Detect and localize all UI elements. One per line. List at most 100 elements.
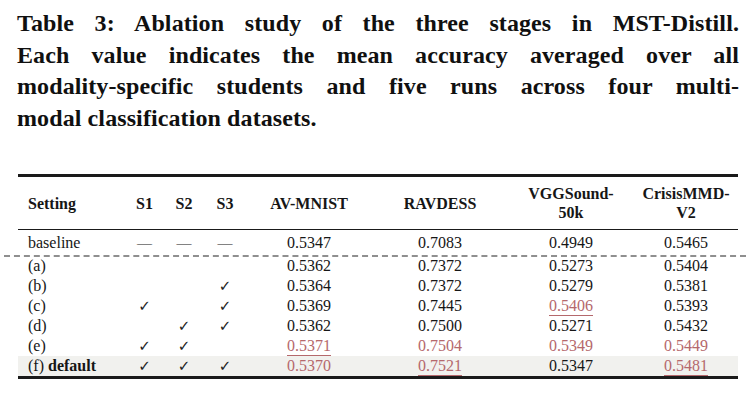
metric-value: 0.5347 xyxy=(549,357,593,375)
check-mark: ✓ xyxy=(125,356,164,378)
col-header-vggsound-50k: VGGSound-50k xyxy=(508,176,634,230)
col-header-s2: S2 xyxy=(164,176,204,230)
table-body: baseline———0.53470.70830.49490.5465(a)0.… xyxy=(18,230,738,378)
row-setting-label: (e) xyxy=(18,336,125,356)
col-header-label: VGGSound- xyxy=(508,184,634,203)
value-cell: 0.5364 xyxy=(246,276,372,296)
empty-mark xyxy=(164,276,204,296)
check-mark: ✓ xyxy=(164,356,204,378)
empty-mark xyxy=(125,276,164,296)
value-cell: 0.7445 xyxy=(372,296,508,316)
value-cell: 0.5369 xyxy=(246,296,372,316)
empty-mark xyxy=(204,256,246,276)
metric-value: 0.5271 xyxy=(549,317,593,335)
col-header-label: S3 xyxy=(204,194,246,213)
metric-value: 0.7445 xyxy=(418,297,462,315)
metric-value: 0.5362 xyxy=(287,257,331,275)
metric-value: 0.5406 xyxy=(549,297,593,316)
check-mark: ✓ xyxy=(204,316,246,336)
check-mark: ✓ xyxy=(204,276,246,296)
caption-line: modal classification datasets. xyxy=(17,103,739,135)
metric-value: 0.5364 xyxy=(287,277,331,295)
check-mark: ✓ xyxy=(164,316,204,336)
metric-value: 0.7521 xyxy=(418,357,462,376)
check-mark: ✓ xyxy=(164,336,204,356)
col-header-crisismmd-v2: CrisisMMD-V2 xyxy=(634,176,738,230)
metric-value: 0.7500 xyxy=(418,317,462,335)
table-row: (f) default✓✓✓0.53700.75210.53470.5481 xyxy=(18,356,738,378)
row-setting-label: (c) xyxy=(18,296,125,316)
metric-value: 0.5404 xyxy=(664,257,708,275)
table-row: (a) 0.5362 0.7372 0.5273 0.5404 xyxy=(18,256,738,276)
col-header-s3: S3 xyxy=(204,176,246,230)
table-row: baseline———0.53470.70830.49490.5465 xyxy=(18,230,738,257)
col-header-label2: V2 xyxy=(634,203,738,222)
caption-line: Each value indicates the mean accuracy a… xyxy=(17,40,739,72)
col-header-setting: Setting xyxy=(18,176,125,230)
value-cell: 0.7500 xyxy=(372,316,508,336)
value-cell: 0.5393 xyxy=(634,296,738,316)
value-cell: 0.7372 xyxy=(372,276,508,296)
value-cell: 0.5481 xyxy=(634,356,738,378)
paper-page: Table 3: Ablation study of the three sta… xyxy=(0,0,756,400)
col-header-label: RAVDESS xyxy=(372,194,508,213)
metric-value: 0.7372 xyxy=(418,257,462,275)
metric-value: 0.5393 xyxy=(664,297,708,315)
value-cell: 0.5404 xyxy=(634,256,738,276)
value-cell: 0.5362 xyxy=(246,256,372,276)
metric-value: 0.5432 xyxy=(664,317,708,335)
col-header-label: S1 xyxy=(125,194,164,213)
empty-mark xyxy=(164,256,204,276)
metric-value: 0.5449 xyxy=(664,337,708,355)
value-cell: 0.7504 xyxy=(372,336,508,356)
col-header-label: Setting xyxy=(28,194,125,213)
row-setting-label: (f) default xyxy=(18,356,125,378)
ablation-table: Setting S1 S2 S3 AV-MNIST RAVDESS VGGSou… xyxy=(18,174,738,379)
metric-value: 0.5481 xyxy=(664,357,708,376)
col-header-label: CrisisMMD- xyxy=(634,184,738,203)
caption-line: modality-specific students and five runs… xyxy=(17,71,739,103)
col-header-ravdess: RAVDESS xyxy=(372,176,508,230)
col-header-s1: S1 xyxy=(125,176,164,230)
row-setting-bold-label: default xyxy=(44,357,96,374)
value-cell: 0.5273 xyxy=(508,256,634,276)
metric-value: 0.5381 xyxy=(664,277,708,295)
metric-value: 0.5273 xyxy=(549,257,593,275)
metric-value: 0.5465 xyxy=(664,234,708,252)
results-table: Setting S1 S2 S3 AV-MNIST RAVDESS VGGSou… xyxy=(18,174,738,379)
metric-value: 0.5347 xyxy=(287,234,331,252)
metric-value: 0.5279 xyxy=(549,277,593,295)
metric-value: 0.5369 xyxy=(287,297,331,315)
value-cell: 0.7372 xyxy=(372,256,508,276)
value-cell: 0.5432 xyxy=(634,316,738,336)
value-cell: 0.5449 xyxy=(634,336,738,356)
metric-value: 0.5349 xyxy=(549,337,593,355)
dash-mark: — xyxy=(204,230,246,257)
value-cell: 0.5465 xyxy=(634,230,738,257)
row-setting-label: (a) xyxy=(18,256,125,276)
value-cell: 0.5371 xyxy=(246,336,372,356)
value-cell: 0.7521 xyxy=(372,356,508,378)
metric-value: 0.5362 xyxy=(287,317,331,335)
value-cell: 0.5347 xyxy=(508,356,634,378)
dash-mark: — xyxy=(125,230,164,257)
table-row: (e)✓✓0.53710.75040.53490.5449 xyxy=(18,336,738,356)
metric-value: 0.5370 xyxy=(287,357,331,375)
row-setting-label: (b) xyxy=(18,276,125,296)
check-mark: ✓ xyxy=(125,296,164,316)
empty-mark xyxy=(125,256,164,276)
row-setting-label: (d) xyxy=(18,316,125,336)
metric-value: 0.5371 xyxy=(287,337,331,356)
col-header-label2: 50k xyxy=(508,203,634,222)
table-row: (b) ✓ 0.5364 0.7372 0.5279 0.5381 xyxy=(18,276,738,296)
value-cell: 0.5381 xyxy=(634,276,738,296)
table-row: (d) ✓✓ 0.5362 0.7500 0.5271 0.5432 xyxy=(18,316,738,336)
empty-mark xyxy=(204,336,246,356)
dashed-separator xyxy=(4,255,746,257)
row-setting-label: baseline xyxy=(18,230,125,257)
value-cell: 0.5271 xyxy=(508,316,634,336)
check-mark: ✓ xyxy=(125,336,164,356)
metric-value: 0.7372 xyxy=(418,277,462,295)
value-cell: 0.5362 xyxy=(246,316,372,336)
value-cell: 0.5406 xyxy=(508,296,634,316)
